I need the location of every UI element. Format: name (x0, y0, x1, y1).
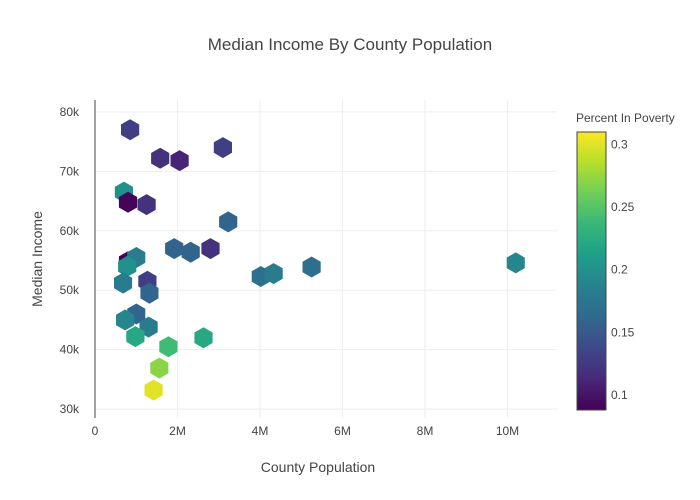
axes: 0 2M 4M 6M 8M 10M 30k 40k 50k 60k 70k 80k (60, 100, 519, 438)
colorbar-tick-label: 0.3 (611, 138, 628, 152)
data-point-hexagon (116, 309, 135, 331)
data-point-hexagon (302, 256, 321, 278)
data-point-hexagon (151, 147, 170, 169)
x-tick-label: 8M (417, 424, 434, 438)
colorbar-tick-label: 0.15 (611, 325, 635, 339)
data-point-hexagon (170, 150, 189, 172)
y-tick-label: 50k (60, 283, 80, 297)
data-points (114, 119, 525, 401)
y-axis-title: Median Income (29, 211, 45, 307)
y-tick-label: 70k (60, 164, 80, 178)
x-tick-label: 2M (169, 424, 186, 438)
x-tick-label: 4M (252, 424, 269, 438)
y-tick-label: 40k (60, 343, 80, 357)
data-point-hexagon (140, 282, 159, 304)
colorbar-tick-label: 0.25 (611, 200, 635, 214)
data-point-hexagon (219, 211, 238, 233)
colorbar-gradient (576, 131, 607, 411)
data-point-hexagon (264, 263, 283, 285)
data-point-hexagon (137, 194, 156, 216)
data-point-hexagon (159, 336, 178, 358)
x-tick-label: 10M (496, 424, 519, 438)
chart-title: Median Income By County Population (208, 35, 492, 54)
x-tick-label: 0 (92, 424, 99, 438)
data-point-hexagon (506, 252, 525, 274)
data-point-hexagon (118, 191, 138, 213)
y-tick-label: 60k (60, 224, 80, 238)
colorbar-tick-label: 0.1 (611, 388, 628, 402)
data-point-hexagon (181, 241, 200, 263)
data-point-hexagon (194, 327, 213, 349)
colorbar-tick-label: 0.2 (611, 263, 628, 277)
x-tick-label: 6M (334, 424, 351, 438)
data-point-hexagon (165, 238, 184, 260)
data-point-hexagon (150, 357, 169, 379)
x-axis-title: County Population (261, 459, 375, 475)
colorbar: Percent In Poverty 0.1 0.15 0.2 0.25 0.3 (576, 111, 675, 411)
data-point-hexagon (201, 238, 220, 260)
data-point-hexagon (118, 255, 137, 277)
y-tick-label: 80k (60, 105, 80, 119)
data-point-hexagon (126, 326, 145, 348)
data-point-hexagon (213, 137, 232, 159)
data-point-hexagon (121, 119, 140, 141)
colorbar-title: Percent In Poverty (576, 111, 675, 125)
data-point-hexagon (144, 379, 163, 401)
data-point-hexagon (114, 272, 133, 294)
y-tick-label: 30k (60, 402, 80, 416)
